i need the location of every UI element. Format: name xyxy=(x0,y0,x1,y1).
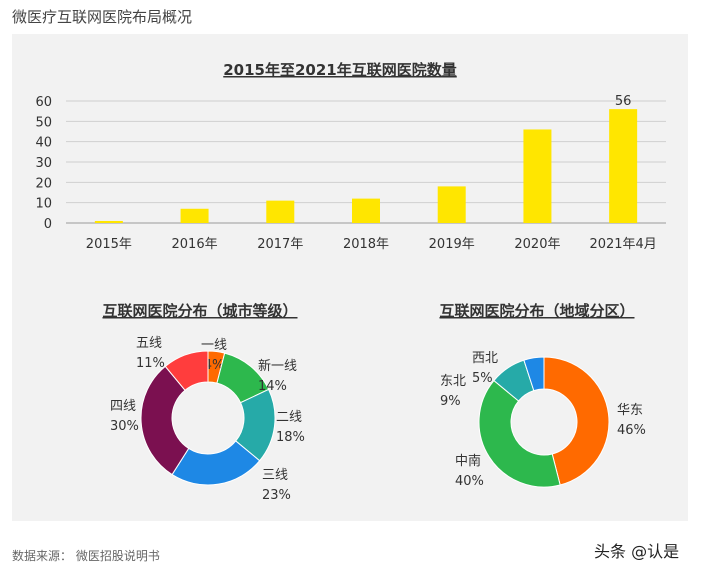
x-tick-label: 2015年 xyxy=(86,237,132,252)
bar-data-label: 56 xyxy=(615,94,632,109)
bar-chart-title: 2015年至2021年互联网医院数量 xyxy=(223,61,457,79)
y-tick-label: 60 xyxy=(35,95,52,110)
slice-percent-label: 30% xyxy=(110,419,139,434)
donut-slice xyxy=(478,379,561,488)
y-tick-label: 0 xyxy=(44,217,52,232)
slice-percent-label: 18% xyxy=(276,430,305,445)
slice-name-label: 一线 xyxy=(201,338,227,353)
bar xyxy=(180,208,209,223)
source-note: 数据来源： 微医招股说明书 xyxy=(12,549,160,563)
slice-name-label: 三线 xyxy=(262,468,288,483)
slice-percent-label: 11% xyxy=(136,356,165,371)
slice-percent-label: 46% xyxy=(617,423,646,438)
slice-name-label: 四线 xyxy=(110,399,136,414)
x-tick-label: 2018年 xyxy=(343,237,389,252)
slice-percent-label: 14% xyxy=(258,379,287,394)
slice-name-label: 二线 xyxy=(276,410,302,425)
bar xyxy=(266,200,295,223)
donut-slice xyxy=(543,356,610,486)
x-tick-label: 2019年 xyxy=(429,237,475,252)
donut-chart-title: 互联网医院分布（地域分区） xyxy=(439,302,634,320)
donut-slice xyxy=(164,350,209,391)
slice-name-label: 东北 xyxy=(440,374,466,389)
slice-name-label: 中南 xyxy=(455,453,481,469)
slice-percent-label: 9% xyxy=(440,394,461,409)
slice-percent-label: 23% xyxy=(262,488,291,503)
slice-name-label: 华东 xyxy=(617,403,643,418)
slice-name-label: 西北 xyxy=(472,351,498,366)
donut-chart-title: 互联网医院分布（城市等级） xyxy=(102,302,297,320)
bar xyxy=(609,109,638,223)
page-title: 微医疗互联网医院布局概况 xyxy=(12,8,193,26)
slice-name-label: 五线 xyxy=(136,336,162,351)
slice-percent-label: 40% xyxy=(455,474,484,489)
y-tick-label: 20 xyxy=(35,176,52,191)
y-tick-label: 40 xyxy=(35,136,52,151)
y-tick-label: 10 xyxy=(35,197,52,212)
y-tick-label: 30 xyxy=(35,156,52,171)
watermark: 头条 @认是 xyxy=(594,542,680,561)
slice-percent-label: 5% xyxy=(472,371,493,386)
slice-percent-label: 4% xyxy=(204,358,225,373)
bar xyxy=(523,129,552,223)
x-tick-label: 2017年 xyxy=(257,237,303,252)
y-tick-label: 50 xyxy=(35,115,52,130)
bar xyxy=(437,186,466,223)
slice-name-label: 新一线 xyxy=(258,358,297,374)
bar xyxy=(352,198,380,223)
donut-slice xyxy=(523,356,545,392)
bar xyxy=(94,220,123,223)
x-tick-label: 2020年 xyxy=(514,237,560,252)
donut-slice xyxy=(140,365,190,476)
x-tick-label: 2021年4月 xyxy=(589,237,656,252)
x-tick-label: 2016年 xyxy=(172,237,218,252)
